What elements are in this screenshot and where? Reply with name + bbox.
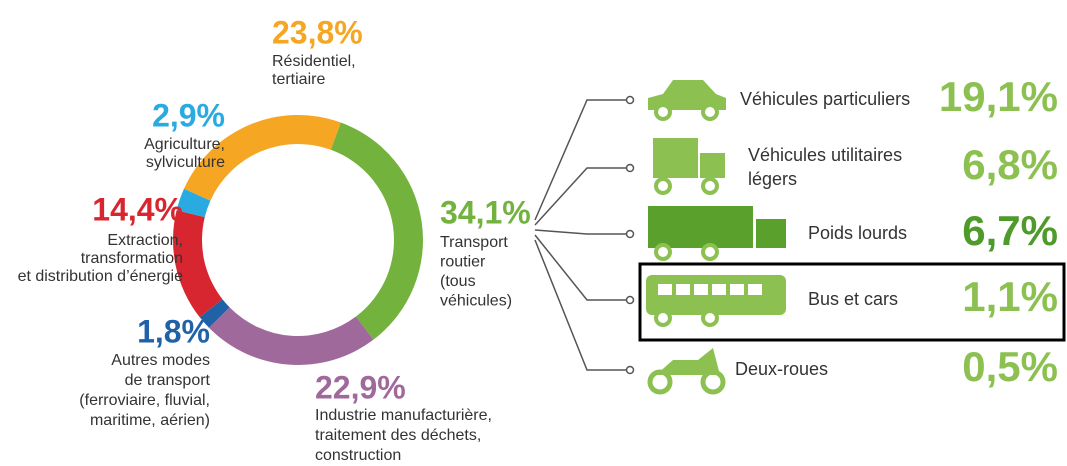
- breakdown-label: Véhicules particuliers: [740, 89, 910, 109]
- segment-label: maritime, aérien): [90, 412, 210, 429]
- wheel: [701, 243, 719, 261]
- segment-label: Transport: [440, 234, 508, 251]
- connector: [534, 167, 626, 226]
- breakdown-label: Véhicules utilitaires: [748, 145, 902, 165]
- donut-segment: [173, 210, 223, 318]
- breakdown-label: Bus et cars: [808, 289, 898, 309]
- breakdown-share: 6,7%: [962, 207, 1058, 254]
- connector-dot: [625, 365, 635, 375]
- wheel: [654, 103, 672, 121]
- segment-label: Extraction,: [107, 232, 183, 249]
- breakdown-label: Poids lourds: [808, 223, 907, 243]
- donut-segment: [330, 122, 423, 340]
- bus-window: [676, 284, 690, 295]
- donut-segment: [208, 307, 374, 366]
- wheel: [701, 103, 719, 121]
- segment-label: véhicules): [440, 293, 512, 310]
- connector-dot: [625, 163, 635, 173]
- breakdown-label: légers: [748, 169, 797, 189]
- bus-window: [748, 284, 762, 295]
- bus-window: [730, 284, 744, 295]
- segment-label: Industrie manufacturière,: [315, 407, 492, 424]
- breakdown-share: 19,1%: [939, 73, 1058, 120]
- lorry-icon: [648, 206, 753, 248]
- breakdown-label: Deux-roues: [735, 359, 828, 379]
- segment-label: et distribution d’énergie: [18, 268, 184, 285]
- wheel: [654, 309, 672, 327]
- segment-label: Autres modes: [111, 352, 210, 369]
- lorry-icon: [756, 219, 786, 248]
- donut-segment: [176, 188, 211, 218]
- connector-dot: [625, 295, 635, 305]
- bus-window: [658, 284, 672, 295]
- segment-label: tertiaire: [272, 71, 325, 88]
- breakdown-share: 6,8%: [962, 141, 1058, 188]
- donut-segment: [199, 299, 230, 328]
- truck-icon: [700, 153, 725, 178]
- segment-label: Agriculture,: [144, 136, 225, 153]
- segment-value: 1,8%: [137, 313, 210, 349]
- motorbike-icon: [656, 348, 720, 375]
- segment-label: construction: [315, 447, 401, 461]
- segment-value: 2,9%: [152, 97, 225, 133]
- breakdown-share: 0,5%: [962, 343, 1058, 390]
- wheel: [647, 369, 673, 395]
- bus-window: [694, 284, 708, 295]
- connector-dot: [625, 229, 635, 239]
- truck-icon: [653, 138, 698, 178]
- segment-label: (ferroviaire, fluvial,: [79, 392, 210, 409]
- connector: [534, 229, 626, 235]
- segment-label: sylviculture: [146, 154, 225, 171]
- highlight-box: [638, 262, 1066, 342]
- wheel: [701, 309, 719, 327]
- segment-label: (tous: [440, 273, 476, 290]
- connector: [534, 239, 626, 371]
- wheel: [654, 243, 672, 261]
- donut-segment: [184, 115, 341, 201]
- segment-value: 23,8%: [272, 14, 363, 50]
- segment-label: de transport: [125, 372, 211, 389]
- breakdown-share: 1,1%: [962, 273, 1058, 320]
- segment-label: transformation: [81, 250, 183, 267]
- wheel: [654, 177, 672, 195]
- segment-value: 14,4%: [92, 191, 183, 227]
- segment-value: 22,9%: [315, 369, 406, 405]
- connector-dot: [625, 95, 635, 105]
- wheel: [700, 369, 726, 395]
- bus-window: [712, 284, 726, 295]
- segment-label: traitement des déchets,: [315, 427, 481, 444]
- connector: [534, 99, 626, 221]
- connector: [534, 234, 626, 301]
- wheel: [701, 177, 719, 195]
- segment-label: Résidentiel,: [272, 53, 356, 70]
- segment-value: 34,1%: [440, 194, 531, 230]
- car-icon: [648, 80, 726, 110]
- segment-label: routier: [440, 254, 486, 271]
